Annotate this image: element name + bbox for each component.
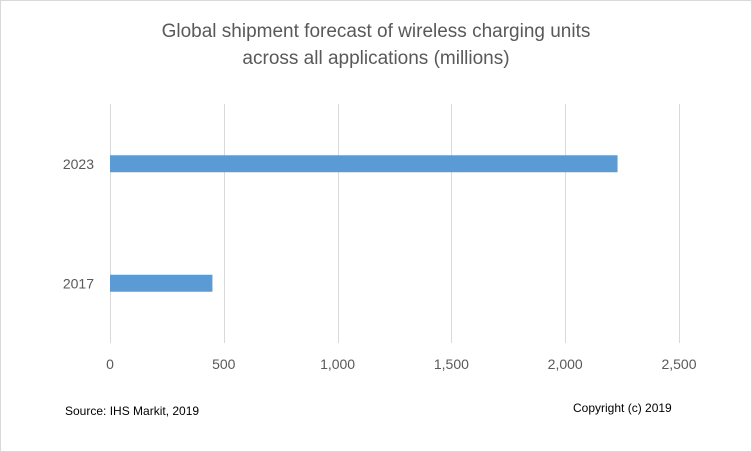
x-tick-labels: 0 500 1,000 1,500 2,000 2,500 bbox=[106, 356, 697, 372]
chart-title: Global shipment forecast of wireless cha… bbox=[0, 18, 752, 72]
chart-title-line-1: Global shipment forecast of wireless cha… bbox=[161, 21, 591, 42]
source-note: Source: IHS Markit, 2019 bbox=[65, 404, 200, 418]
x-tick-label: 500 bbox=[212, 356, 236, 372]
category-label-2023: 2023 bbox=[63, 156, 94, 172]
copyright-note: Copyright (c) 2019 bbox=[573, 401, 672, 415]
category-label-2017: 2017 bbox=[63, 275, 94, 291]
gridlines bbox=[110, 104, 680, 343]
bar-2023 bbox=[110, 155, 618, 173]
bars bbox=[110, 155, 618, 292]
x-tick-label: 1,000 bbox=[320, 356, 355, 372]
bar-2017 bbox=[110, 274, 213, 292]
x-tick-label: 1,500 bbox=[434, 356, 469, 372]
x-tick-label: 2,500 bbox=[661, 356, 696, 372]
category-labels: 2023 2017 bbox=[63, 156, 94, 292]
x-tick-label: 0 bbox=[106, 356, 114, 372]
chart-title-line-2: across all applications (millions) bbox=[242, 48, 510, 69]
x-tick-label: 2,000 bbox=[548, 356, 583, 372]
